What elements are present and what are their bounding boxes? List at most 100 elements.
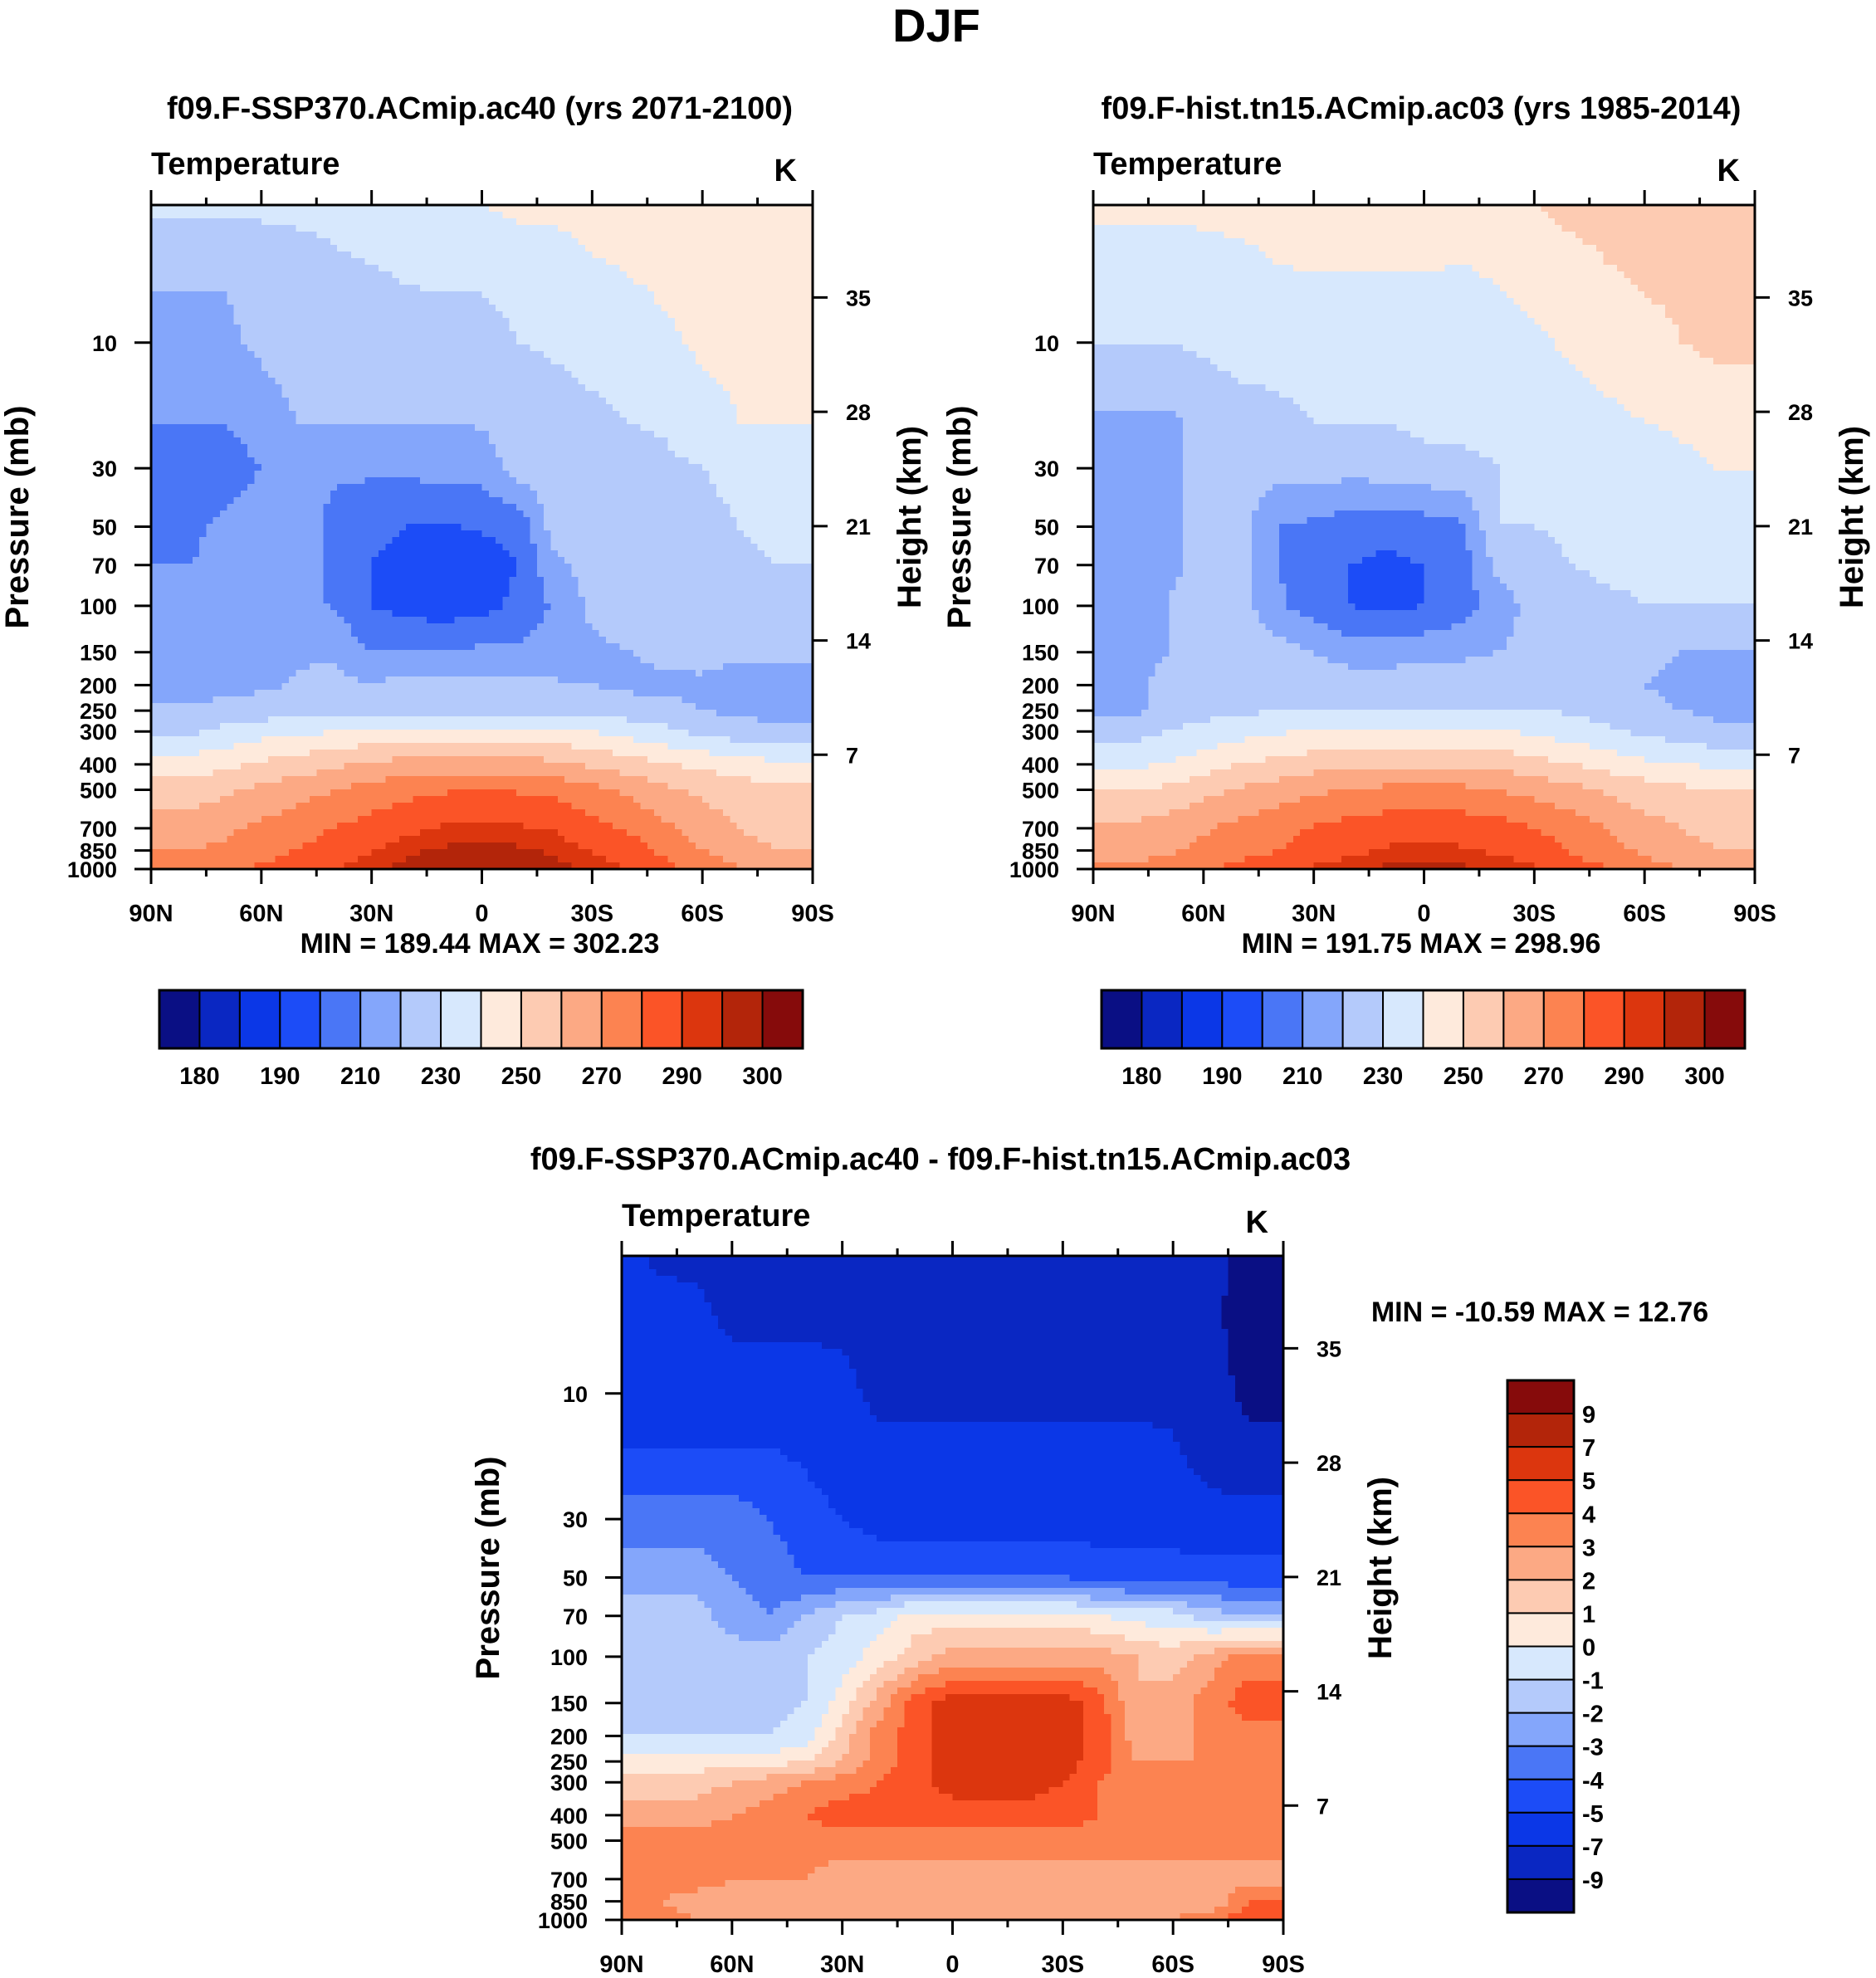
- x-tick-label: 60S: [681, 901, 724, 927]
- field-cell: [1238, 816, 1342, 823]
- field-cell: [1561, 842, 1624, 850]
- field-cell: [800, 1780, 877, 1788]
- field-cell: [261, 358, 552, 365]
- field-cell: [1486, 530, 1549, 538]
- field-cell: [633, 796, 703, 803]
- field-cell: [1292, 398, 1618, 405]
- field-cell: [406, 524, 462, 531]
- field-cell: [1169, 623, 1267, 631]
- field-cell: [622, 1581, 740, 1589]
- field-cell: [1196, 836, 1294, 843]
- field-cell: [1141, 816, 1238, 823]
- field-cell: [509, 590, 545, 598]
- field-cell: [1093, 603, 1170, 611]
- field-cell: [516, 504, 545, 511]
- field-cell: [848, 1741, 871, 1748]
- field-cell: [622, 1707, 795, 1715]
- field-cell: [151, 763, 242, 770]
- x-tick-label: 30S: [1042, 1951, 1085, 1978]
- field-cell: [1576, 809, 1645, 817]
- colorbar-label: 180: [1121, 1063, 1161, 1090]
- field-cell: [151, 597, 325, 604]
- field-cell: [622, 1462, 802, 1469]
- field-cell: [1465, 783, 1584, 790]
- field-cell: [1093, 743, 1219, 750]
- field-cell: [869, 1409, 1243, 1416]
- field-cell: [585, 245, 813, 252]
- field-cell: [440, 823, 524, 830]
- field-cell: [883, 1661, 919, 1668]
- field-cell: [622, 1282, 698, 1290]
- height-axis-label: Height (km): [1834, 426, 1870, 608]
- field: [1093, 205, 1756, 870]
- field-cell: [1162, 783, 1246, 790]
- field-cell: [151, 743, 235, 750]
- field-cell: [1534, 796, 1618, 803]
- field-cell: [151, 756, 269, 764]
- field-cell: [718, 1621, 795, 1629]
- field-cell: [1699, 351, 1756, 359]
- field-cell: [151, 716, 269, 724]
- pressure-tick-label: 500: [80, 779, 117, 803]
- field-cell: [564, 557, 772, 564]
- field-cell: [1083, 1701, 1105, 1708]
- field-cell: [1182, 524, 1253, 531]
- field-cell: [1534, 862, 1604, 870]
- field-cell: [654, 663, 724, 671]
- field-cell: [1214, 1668, 1284, 1675]
- field-cell: [281, 391, 600, 398]
- field-cell: [1182, 497, 1259, 505]
- field-cell: [544, 517, 738, 525]
- field-cell: [904, 1648, 946, 1655]
- field-cell: [1228, 1336, 1284, 1343]
- field-cell: [622, 1541, 788, 1549]
- field-cell: [704, 1289, 1229, 1297]
- field-cell: [544, 584, 579, 591]
- field-cell: [502, 497, 538, 505]
- field-cell: [1651, 676, 1756, 684]
- field-cell: [771, 557, 813, 564]
- field-cell: [682, 696, 813, 704]
- field-cell: [647, 756, 765, 764]
- field-cell: [821, 1721, 843, 1728]
- field-cell: [1145, 1621, 1284, 1629]
- field-cell: [835, 1621, 892, 1629]
- x-tick-label: 0: [945, 1951, 959, 1978]
- field-cell: [649, 1263, 1229, 1270]
- units-label: K: [1246, 1205, 1269, 1240]
- field-cell: [931, 1734, 1084, 1741]
- pressure-axis: 103050701001502002503004005007008501000P…: [470, 1382, 622, 1933]
- field-cell: [413, 796, 559, 803]
- field-cell: [779, 1747, 823, 1755]
- field-cell: [718, 1322, 1222, 1330]
- colorbar-box: [1341, 989, 1385, 1049]
- field-cell: [869, 1727, 898, 1735]
- height-tick-label: 7: [846, 743, 858, 768]
- height-tick-label: 21: [1317, 1565, 1341, 1590]
- field-cell: [371, 590, 511, 598]
- colorbar-box: [319, 989, 362, 1049]
- field-cell: [931, 1721, 1084, 1728]
- colorbar-label: -5: [1582, 1801, 1604, 1828]
- field-cell: [862, 1714, 885, 1722]
- field-cell: [1111, 1614, 1194, 1622]
- pressure-axis: 103050701001502002503004005007008501000P…: [0, 331, 151, 882]
- field-cell: [1658, 670, 1756, 677]
- field-cell: [764, 756, 813, 764]
- field-cell: [1507, 643, 1756, 651]
- field-cell: [1069, 1575, 1284, 1582]
- field-cell: [622, 1873, 809, 1881]
- panels: f09.F-SSP370.ACmip.ac40 (yrs 2071-2100)T…: [0, 91, 1870, 1978]
- field-cell: [821, 1820, 1084, 1828]
- field-cell: [1090, 1628, 1209, 1635]
- field-cell: [1499, 491, 1756, 498]
- field-cell: [1138, 1661, 1188, 1668]
- x-tick-label: 0: [1417, 901, 1430, 927]
- field-cell: [509, 577, 545, 584]
- field-cell: [633, 690, 813, 697]
- field-cell: [233, 497, 331, 505]
- field-cell: [1472, 504, 1501, 511]
- field-cell: [220, 723, 669, 730]
- field-cell: [931, 1628, 1092, 1635]
- field-cell: [1507, 637, 1756, 644]
